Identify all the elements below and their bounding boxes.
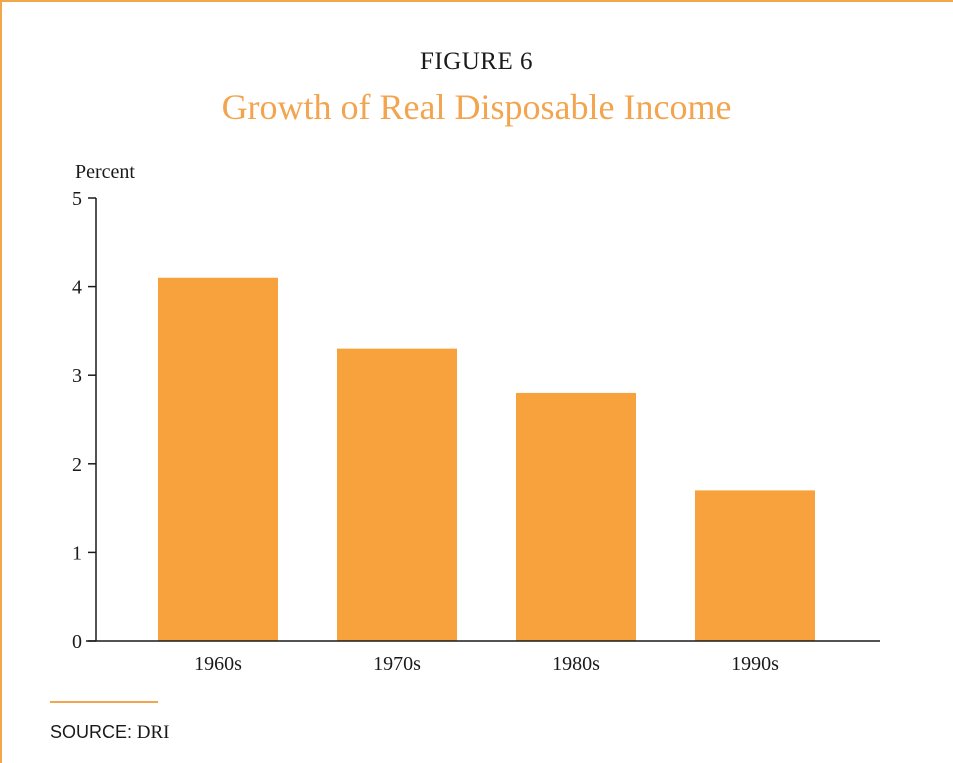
y-tick-label: 0 bbox=[72, 631, 82, 653]
source-note: SOURCE: DRI bbox=[50, 722, 170, 744]
y-tick-label: 1 bbox=[72, 542, 82, 564]
y-tick-label: 5 bbox=[72, 188, 82, 210]
x-tick-label: 1970s bbox=[373, 653, 421, 675]
x-tick-label: 1990s bbox=[731, 653, 779, 675]
bar-1960s bbox=[158, 278, 278, 641]
y-tick-label: 4 bbox=[72, 277, 82, 299]
y-tick-label: 2 bbox=[72, 454, 82, 476]
y-tick-label: 3 bbox=[72, 365, 82, 387]
bar-1990s bbox=[695, 490, 815, 641]
bar-1970s bbox=[337, 349, 457, 641]
source-value: DRI bbox=[137, 722, 170, 743]
x-tick-label: 1980s bbox=[552, 653, 600, 675]
source-label: SOURCE: bbox=[50, 722, 132, 742]
x-tick-label: 1960s bbox=[194, 653, 242, 675]
bar-1980s bbox=[516, 393, 636, 641]
y-axis-label: Percent bbox=[75, 161, 135, 183]
source-divider bbox=[50, 701, 158, 703]
